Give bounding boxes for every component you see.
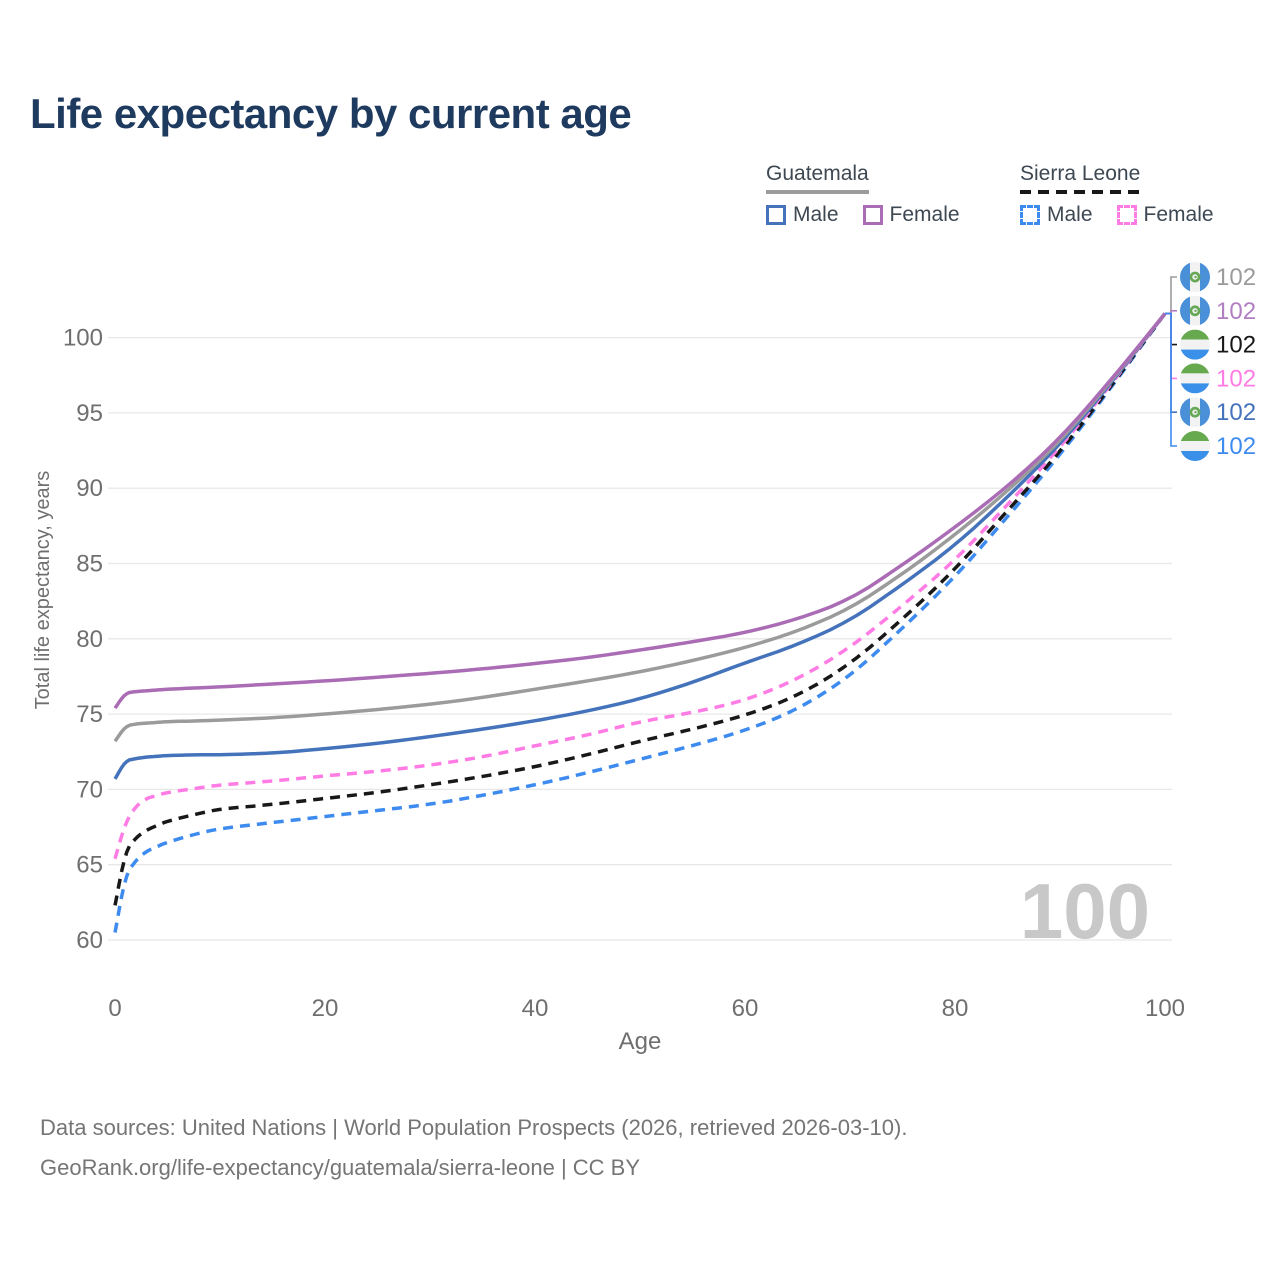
x-tick-100: 100 [1145,995,1185,1022]
footer: Data sources: United Nations | World Pop… [40,1108,907,1188]
legend-country-label-sierra-leone: Sierra Leone [1020,162,1141,185]
legend-group-guatemala: Guatemala Male Female [766,162,960,227]
y-tick-60: 60 [76,927,103,954]
end-value-guatemala-female: 102 [1216,298,1256,325]
page-title: Life expectancy by current age [30,90,632,137]
legend-item-sierra-leone-male[interactable]: Male [1020,203,1093,227]
end-value-guatemala-male: 102 [1216,399,1256,426]
footer-data-sources: Data sources: United Nations | World Pop… [40,1115,908,1140]
sierra-leone-line-swatch [1020,190,1141,194]
y-tick-90: 90 [76,475,103,502]
guatemala-flag-icon [1180,295,1210,326]
guatemala-female-swatch [862,205,883,225]
y-tick-80: 80 [76,626,103,653]
guatemala-male-swatch [766,205,786,225]
guatemala-flag-icon [1180,397,1210,428]
x-tick-60: 60 [732,995,759,1022]
x-tick-0: 0 [108,995,121,1022]
end-label-connectors [1165,276,1177,447]
legend-item-guatemala-female[interactable]: Female [862,203,960,227]
end-value-sierra-leone-total: 102 [1216,332,1256,359]
sierra-leone-flag-icon [1180,431,1210,461]
age-watermark: 100 [1020,867,1150,955]
series-line-guatemala-female [113,312,1167,710]
legend-item-label-guatemala-female: Female [889,203,960,226]
legend-item-label-sierra-leone-male: Male [1047,203,1093,226]
series-lines [113,312,1167,933]
guatemala-line-swatch [766,190,869,194]
series-line-sierra-leone-female [113,312,1167,860]
end-value-guatemala-total: 102 [1216,264,1256,291]
y-tick-100: 100 [63,325,103,352]
sierra-leone-male-swatch [1020,205,1040,225]
y-tick-70: 70 [76,776,103,803]
legend-country-guatemala[interactable]: Guatemala [766,162,869,194]
y-tick-85: 85 [76,551,103,578]
x-axis-label: Age [619,1028,662,1055]
y-tick-65: 65 [76,852,103,879]
gridlines [108,336,1172,941]
y-tick-75: 75 [76,701,103,728]
x-tick-80: 80 [942,995,969,1022]
series-line-guatemala-total [113,312,1167,743]
legend-item-label-guatemala-male: Male [793,203,839,226]
connector-guatemala-total [1165,276,1177,315]
series-line-sierra-leone-total [113,312,1167,906]
guatemala-flag-icon [1180,262,1210,292]
legend-item-sierra-leone-female[interactable]: Female [1116,203,1214,227]
footer-attribution-link[interactable]: GeoRank.org/life-expectancy/guatemala/si… [40,1155,641,1180]
legend-item-label-sierra-leone-female: Female [1143,203,1214,226]
legend-country-sierra-leone[interactable]: Sierra Leone [1020,162,1141,194]
end-value-sierra-leone-female: 102 [1216,365,1256,392]
end-labels: 102 102 102 102 102 102 [1180,262,1256,461]
x-tick-20: 20 [312,995,339,1022]
sierra-leone-flag-icon [1180,363,1210,394]
series-line-guatemala-male [113,312,1167,780]
series-line-sierra-leone-male [113,312,1167,933]
sierra-leone-flag-icon [1180,329,1210,360]
sierra-leone-female-swatch [1116,205,1137,225]
legend-country-label-guatemala: Guatemala [766,162,869,185]
x-axis-ticks: 0 20 40 60 80 100 [108,995,1185,1022]
x-tick-40: 40 [522,995,549,1022]
y-tick-95: 95 [76,400,103,427]
connector-sierra-leone-male [1165,312,1177,447]
legend-group-sierra-leone: Sierra Leone Male Female [1020,162,1214,227]
end-value-sierra-leone-male: 102 [1216,433,1256,460]
legend-item-guatemala-male[interactable]: Male [766,203,839,227]
y-axis-ticks: 60 65 70 75 80 85 90 95 100 [63,325,103,954]
